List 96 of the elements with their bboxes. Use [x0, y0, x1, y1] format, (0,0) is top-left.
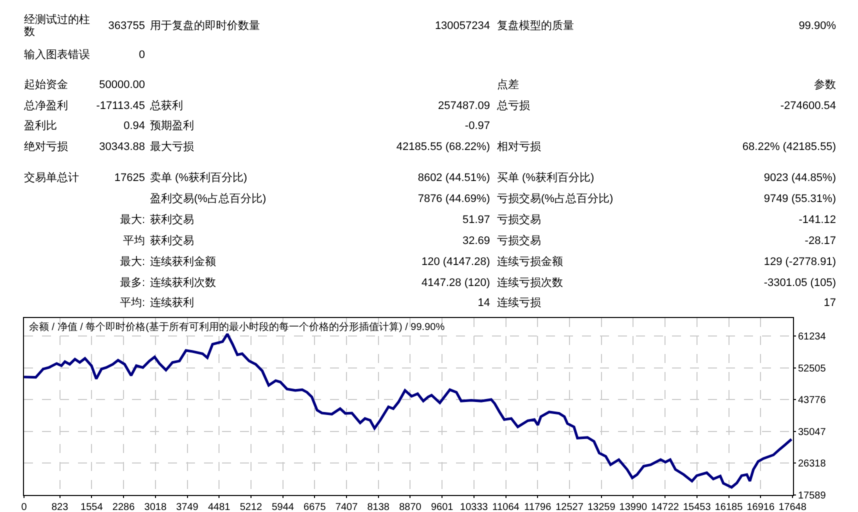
text: 99.90%	[798, 20, 836, 32]
text: 总亏损	[497, 100, 530, 112]
text: 平均:	[120, 297, 145, 309]
text: 亏损交易(%占总百分比)	[497, 193, 614, 205]
x-tick-label: 9601	[430, 502, 454, 512]
text: 买单 (%获利百分比)	[497, 172, 594, 184]
text: 点差	[497, 79, 519, 91]
text: 连续亏损金额	[497, 256, 563, 268]
text: 预期盈利	[150, 120, 194, 132]
y-tick-label: 35047	[798, 426, 826, 438]
x-tick-label: 14722	[651, 502, 680, 512]
x-tick-label: 10333	[460, 502, 488, 512]
text: 总获利	[150, 100, 183, 112]
x-tick-label: 5212	[240, 502, 263, 512]
text: 起始资金	[24, 79, 69, 91]
text: 42185.55 (68.22%)	[396, 141, 490, 153]
text: 129 (-2778.91)	[764, 256, 836, 268]
x-tick-label: 13259	[587, 502, 616, 512]
text: 120 (4147.28)	[422, 256, 490, 268]
x-tick-label: 17648	[778, 502, 807, 512]
x-tick-label: 15453	[682, 502, 712, 512]
text: -0.97	[464, 120, 490, 132]
text: -17113.45	[96, 100, 145, 112]
y-tick-label: 26318	[798, 458, 826, 470]
text: 用于复盘的即时价数量	[150, 20, 260, 32]
text: 17625	[114, 172, 145, 184]
text: 连续亏损次数	[497, 277, 563, 289]
text: 连续亏损	[497, 297, 541, 309]
y-tick-label: 61234	[798, 332, 826, 343]
text: 7876 (44.69%)	[418, 193, 490, 205]
text: 连续获利金额	[150, 256, 216, 268]
text: 输入图表错误	[24, 49, 91, 61]
text: 0.94	[124, 120, 145, 132]
text: 亏损交易	[497, 235, 541, 247]
text: 卖单 (%获利百分比)	[150, 172, 248, 184]
text: 32.69	[462, 235, 490, 247]
x-tick-label: 3749	[176, 502, 199, 512]
text: 51.97	[462, 214, 490, 226]
text: 最多:	[120, 277, 145, 289]
text: 盈利交易(%占总百分比)	[150, 193, 266, 205]
text: 平均	[123, 235, 145, 247]
text: 30343.88	[99, 141, 145, 153]
text: -28.17	[804, 235, 836, 247]
text: 绝对亏损	[24, 141, 69, 153]
text: 获利交易	[150, 235, 194, 247]
text: 最大:	[120, 214, 145, 226]
text: 17	[824, 297, 836, 309]
x-tick-label: 4481	[208, 502, 231, 512]
x-tick-label: 8138	[367, 502, 390, 512]
text: 相对亏损	[497, 141, 541, 153]
text: 9023 (44.85%)	[764, 172, 836, 184]
text: 连续获利次数	[150, 277, 216, 289]
text: 亏损交易	[497, 214, 541, 226]
text: 8602 (44.51%)	[418, 172, 490, 184]
x-tick-label: 11796	[524, 502, 552, 512]
y-tick-label: 43776	[798, 395, 826, 406]
text: -274600.54	[780, 100, 836, 112]
text: 14	[478, 297, 490, 309]
text: 50000.00	[99, 79, 145, 91]
x-tick-label: 5944	[272, 502, 294, 512]
x-tick-label: 16185	[714, 502, 744, 512]
text: -3301.05 (105)	[764, 277, 836, 289]
text: 经测试过的柱数	[24, 14, 91, 38]
text: 4147.28 (120)	[422, 277, 490, 289]
text: 363755	[108, 20, 145, 32]
x-tick-label: 6675	[304, 502, 326, 512]
x-tick-label: 3018	[144, 502, 167, 512]
x-tick-label: 823	[51, 502, 69, 512]
text: -141.12	[798, 214, 836, 226]
x-tick-label: 16916	[746, 502, 775, 512]
line-series	[24, 332, 793, 489]
x-tick-label: 12527	[556, 502, 584, 512]
text: 257487.09	[438, 100, 490, 112]
text: 总净盈利	[24, 100, 69, 112]
text: 参数	[814, 79, 836, 91]
text: 交易单总计	[24, 172, 80, 184]
text: 最大亏损	[150, 141, 194, 153]
chart-title: 余额 / 净值 / 每个即时价格(基于所有可利用的最小时段的每一个价格的分形插值计算) / 99.90%	[29, 321, 445, 333]
x-tick-label: 2286	[112, 502, 136, 512]
text: 获利交易	[150, 214, 194, 226]
text: 盈利比	[24, 120, 58, 132]
x-tick-label: 1554	[80, 502, 104, 512]
x-tick-label: 8870	[399, 502, 422, 512]
y-tick-label: 17589	[798, 490, 826, 502]
text: 68.22% (42185.55)	[742, 141, 836, 153]
text: 9749 (55.31%)	[764, 193, 836, 205]
x-tick-label: 0	[21, 502, 28, 512]
y-tick-label: 52505	[798, 363, 826, 374]
x-tick-label: 11064	[492, 502, 520, 512]
text: 复盘模型的质量	[497, 20, 574, 32]
text: 0	[138, 49, 145, 61]
text: 130057234	[434, 20, 490, 32]
text: 最大:	[120, 256, 145, 268]
text: 连续获利	[150, 297, 194, 309]
x-tick-label: 7407	[335, 502, 358, 512]
x-tick-label: 13990	[619, 502, 648, 512]
